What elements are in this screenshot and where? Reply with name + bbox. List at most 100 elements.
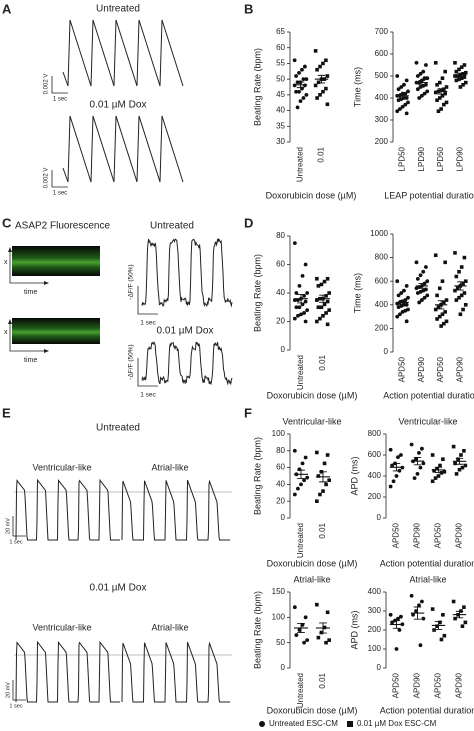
data-point <box>418 273 423 278</box>
data-point <box>390 463 394 468</box>
y-tick-label: 200 <box>368 625 382 634</box>
data-point <box>388 484 393 489</box>
y-tick-label: 60 <box>276 43 285 52</box>
data-point <box>430 607 435 611</box>
y-tick-label: 200 <box>375 324 389 333</box>
data-point <box>462 63 467 67</box>
data-point <box>315 602 319 607</box>
x-tick-label: APD90 <box>417 356 426 382</box>
y-tick-label: 150 <box>272 587 286 596</box>
data-point <box>422 76 427 81</box>
data-point <box>424 265 428 269</box>
error-bar <box>456 281 464 291</box>
data-point <box>463 303 468 307</box>
data-point <box>420 599 424 604</box>
data-point <box>319 630 324 635</box>
trace-title: Untreated <box>150 221 194 232</box>
data-point <box>453 74 457 78</box>
x-tick-label: LPD90 <box>455 146 464 171</box>
data-point <box>418 465 423 470</box>
data-point <box>457 467 462 472</box>
data-point <box>301 96 306 100</box>
data-point <box>458 312 463 317</box>
data-point <box>409 593 414 598</box>
data-point <box>396 455 400 459</box>
chart-title: Ventricular-like <box>398 416 457 426</box>
axis-arrow-label: time <box>24 357 37 364</box>
data-point <box>406 295 410 300</box>
data-point <box>409 442 414 447</box>
data-point <box>463 463 468 468</box>
y-tick-label: 800 <box>368 429 382 438</box>
data-point <box>432 468 436 473</box>
data-point <box>324 640 328 645</box>
data-point <box>430 453 435 457</box>
data-point <box>302 478 306 483</box>
data-point <box>437 80 442 85</box>
data-point <box>415 276 420 281</box>
data-point <box>415 87 420 92</box>
y-tick-label: 1000 <box>370 229 388 238</box>
data-point <box>438 463 442 468</box>
x-axis-label: Doxorubicin dose (µM) <box>266 190 357 200</box>
y-tick-label: 400 <box>375 300 389 309</box>
data-point <box>319 282 324 287</box>
data-point <box>442 633 447 638</box>
data-point <box>443 91 447 96</box>
error-bar <box>418 283 426 289</box>
data-point <box>404 302 409 307</box>
data-point <box>398 312 402 317</box>
data-point <box>324 58 328 63</box>
x-tick-label: LPD50 <box>436 146 445 171</box>
data-point <box>462 605 466 609</box>
data-point <box>404 319 409 324</box>
y-axis-label: APD (ms) <box>349 457 359 496</box>
data-point <box>443 310 447 314</box>
data-point <box>322 461 327 466</box>
error-bar <box>455 610 464 619</box>
data-point <box>305 638 310 643</box>
data-point <box>440 94 445 98</box>
y-tick-label: 100 <box>272 612 286 621</box>
y-tick-label: 800 <box>375 253 389 262</box>
y-tick-label: 0 <box>281 345 286 354</box>
voltage-trace <box>62 19 184 87</box>
error-bar <box>455 457 464 465</box>
data-point <box>419 298 424 302</box>
data-point <box>302 640 306 645</box>
y-axis-label: Time (ms) <box>352 67 362 107</box>
data-point <box>456 457 460 461</box>
y-tick-label: 300 <box>375 115 389 124</box>
data-point <box>417 96 422 100</box>
y-tick-label: 55 <box>276 59 285 68</box>
data-point <box>400 104 405 109</box>
trace-title: 0.01 µM Dox <box>157 326 214 337</box>
y-tick-label: 20 <box>276 496 285 505</box>
y-tick-label: 35 <box>276 121 285 130</box>
error-bar <box>418 79 426 86</box>
data-point <box>433 90 438 95</box>
data-point <box>415 472 420 476</box>
error-bar <box>319 294 327 303</box>
data-point <box>459 293 464 298</box>
data-point <box>316 305 321 310</box>
data-point <box>396 616 400 621</box>
data-point <box>313 83 318 88</box>
data-point <box>417 603 421 608</box>
data-point <box>439 324 443 328</box>
data-point <box>395 314 400 319</box>
axes-arrows <box>8 247 49 353</box>
y-tick-label: 200 <box>368 492 382 501</box>
data-point <box>315 499 319 503</box>
data-point <box>324 294 328 298</box>
data-point <box>325 102 330 107</box>
x-axis-label: LEAP potential duration <box>384 190 474 200</box>
data-point <box>402 288 406 293</box>
y-tick-label: 600 <box>368 450 382 459</box>
data-point <box>444 100 449 105</box>
data-point <box>300 67 304 72</box>
y-tick-label: 700 <box>375 27 389 36</box>
data-point <box>457 67 461 72</box>
scale-label: 1 sec <box>53 97 67 103</box>
data-point <box>461 307 465 312</box>
